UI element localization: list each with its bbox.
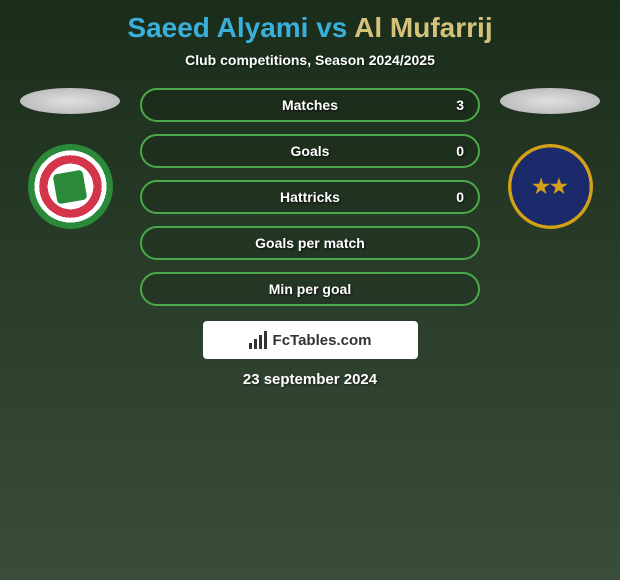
fctables-branding: FcTables.com [203,321,418,359]
comparison-title: Saeed Alyami vs Al Mufarrij [0,0,620,44]
stat-label: Goals [291,143,330,159]
bar-chart-icon [249,331,267,349]
player1-silhouette [20,88,120,114]
stat-row-hattricks: Hattricks 0 [140,180,480,214]
player1-column [20,88,120,229]
club-badge-right: ★★ [508,144,593,229]
stat-label: Goals per match [255,235,365,251]
altaawoun-star-icon: ★★ [532,174,568,199]
title-vs: vs [316,12,347,43]
player2-name: Al Mufarrij [354,12,492,43]
player2-silhouette [500,88,600,114]
date-text: 23 september 2024 [0,371,620,388]
stat-label: Hattricks [280,189,340,205]
content-area: Matches 3 Goals 0 Hattricks 0 Goals per … [0,88,620,306]
stat-right-value: 0 [456,189,464,205]
stat-right-value: 3 [456,97,464,113]
stat-label: Min per goal [269,281,351,297]
stat-row-goals-per-match: Goals per match [140,226,480,260]
subtitle: Club competitions, Season 2024/2025 [0,52,620,68]
stat-row-min-per-goal: Min per goal [140,272,480,306]
stat-row-matches: Matches 3 [140,88,480,122]
ettifaq-icon [53,169,88,204]
stats-column: Matches 3 Goals 0 Hattricks 0 Goals per … [140,88,480,306]
fctables-text: FcTables.com [273,332,372,349]
stat-row-goals: Goals 0 [140,134,480,168]
stat-label: Matches [282,97,338,113]
player2-column: ★★ [500,88,600,229]
club-badge-left [28,144,113,229]
player1-name: Saeed Alyami [127,12,308,43]
stat-right-value: 0 [456,143,464,159]
